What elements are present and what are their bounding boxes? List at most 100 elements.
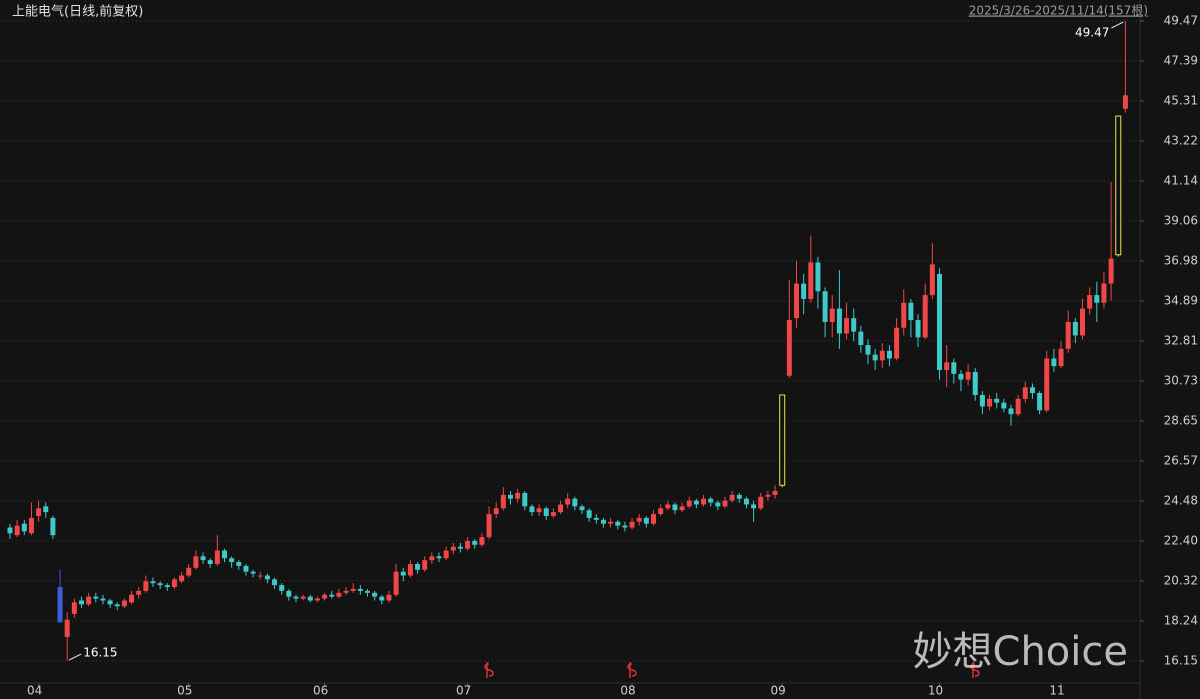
candle-body: [801, 283, 807, 299]
y-tick-label: 18.24: [1164, 613, 1198, 627]
candle-body: [443, 550, 449, 559]
candle-body: [1051, 358, 1057, 367]
signal-icons: [484, 662, 980, 678]
candle-body: [79, 600, 84, 605]
candle-body: [286, 590, 292, 597]
range-label: 2025/3/26-2025/11/14(157根): [969, 4, 1148, 18]
candle-body: [465, 540, 471, 549]
candle-body: [829, 308, 835, 322]
candle-body: [186, 567, 192, 576]
y-tick-label: 26.57: [1164, 453, 1198, 467]
candle-body: [1058, 348, 1064, 367]
candle-body: [114, 604, 120, 607]
signal-icon: [627, 662, 637, 678]
candle-body: [600, 519, 606, 524]
candle-body: [479, 537, 485, 545]
candle-body: [243, 565, 249, 572]
candle-body: [1008, 408, 1014, 415]
candle-body: [279, 585, 285, 591]
candle-body: [851, 318, 857, 332]
candle-body: [450, 546, 456, 551]
candle-body: [722, 500, 728, 507]
candle-body: [1115, 115, 1122, 256]
candle-body: [951, 362, 957, 374]
candle-body: [365, 590, 370, 593]
candle-body: [57, 587, 63, 623]
candle-body: [143, 581, 149, 591]
candle-body: [715, 502, 721, 507]
candle-body: [229, 558, 235, 563]
candle-body: [608, 521, 614, 524]
candle-body: [1108, 258, 1114, 284]
candle-body: [779, 394, 786, 486]
candle-body: [987, 398, 993, 407]
candle-body: [50, 517, 56, 536]
y-tick-label: 20.32: [1164, 573, 1198, 587]
watermark: 妙想Choice: [913, 629, 1128, 675]
candle-body: [901, 302, 907, 328]
candle-body: [994, 398, 1000, 403]
candle-body: [164, 585, 170, 588]
candle-body: [179, 575, 185, 582]
candle-body: [329, 594, 335, 597]
x-tick-label: 10: [928, 684, 943, 698]
candle-body: [794, 283, 799, 319]
candle-body: [679, 506, 685, 511]
y-tick-label: 30.73: [1164, 373, 1198, 387]
candle-body: [929, 264, 935, 296]
y-tick-label: 49.47: [1164, 14, 1198, 28]
candle-body: [593, 517, 599, 520]
candle-body: [729, 494, 735, 501]
candle-body: [965, 371, 971, 380]
candle-body: [314, 598, 320, 601]
candle-body: [636, 517, 642, 522]
candle-body: [922, 295, 928, 338]
candle-body: [1094, 295, 1100, 303]
candle-body: [786, 320, 792, 376]
candle-body: [100, 598, 106, 601]
candle-body: [665, 504, 671, 509]
candle-body: [21, 523, 27, 532]
x-tick-label: 06: [313, 684, 328, 698]
candle-body: [822, 291, 828, 322]
candle-body: [508, 494, 513, 499]
candle-body: [643, 517, 649, 524]
candle-body: [515, 492, 521, 499]
candle-body: [193, 556, 199, 568]
candle-body: [658, 508, 664, 515]
candle-body: [894, 327, 900, 359]
candle-body: [586, 510, 592, 518]
x-tick-label: 11: [1049, 684, 1064, 698]
y-tick-label: 47.39: [1164, 53, 1198, 67]
y-tick-label: 22.40: [1164, 533, 1198, 547]
candle-body: [1087, 295, 1093, 309]
candle-body: [86, 596, 92, 605]
candle-body: [422, 560, 428, 570]
candle-body: [958, 373, 964, 380]
candle-body: [708, 498, 714, 503]
candle-body: [28, 517, 34, 534]
chart-title: 上能电气(日线,前复权): [12, 4, 143, 20]
candle-body: [214, 550, 220, 565]
x-tick-label: 07: [456, 684, 471, 698]
low-annotation: 16.15: [83, 646, 117, 660]
candle-body: [844, 318, 850, 334]
candle-body: [758, 496, 764, 509]
candle-body: [322, 594, 328, 599]
candle-body: [858, 331, 864, 346]
annotation-arrow: [68, 653, 82, 661]
candle-body: [751, 504, 757, 509]
candle-body: [372, 592, 378, 597]
candle-body: [400, 571, 406, 576]
signal-icon: [484, 662, 494, 678]
candle-body: [93, 596, 99, 599]
candle-body: [272, 579, 278, 586]
candle-body: [879, 350, 885, 361]
candle-body: [572, 498, 578, 507]
candle-body: [651, 514, 656, 524]
y-tick-label: 34.89: [1164, 294, 1198, 308]
candle-body: [379, 596, 385, 601]
candle-body: [672, 504, 678, 511]
candle-body: [493, 508, 499, 515]
